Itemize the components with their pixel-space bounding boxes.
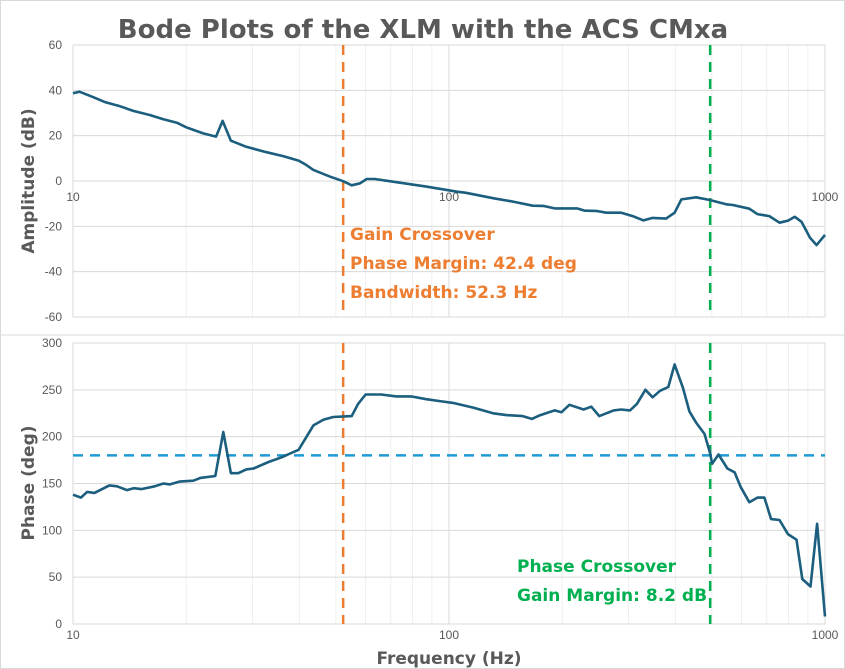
y-tick-label: 250: [42, 383, 62, 397]
y-tick-label: -40: [45, 265, 63, 279]
x-tick-label: 100: [439, 190, 459, 204]
y-tick-label: 300: [42, 336, 62, 350]
gain-margin-label: Gain Margin: 8.2 dB: [517, 586, 707, 606]
frequency-axis-label: Frequency (Hz): [376, 649, 521, 669]
phase-plot: 300 250 200 150 100 50 0 10 100 1000: [42, 336, 839, 642]
y-tick-label: -20: [45, 219, 63, 233]
phase-margin-label: Phase Margin: 42.4 deg: [350, 254, 577, 274]
y-tick-label: 60: [49, 38, 63, 52]
phase-axis-label: Phase (deg): [19, 425, 39, 540]
x-tick-label: 1000: [812, 628, 839, 642]
y-tick-label: 200: [42, 430, 62, 444]
y-tick-label: 40: [49, 83, 63, 97]
x-tick-label: 10: [66, 628, 80, 642]
bandwidth-label: Bandwidth: 52.3 Hz: [350, 283, 537, 303]
y-tick-label: 50: [49, 570, 63, 584]
y-tick-label: 20: [49, 129, 63, 143]
y-tick-label: -60: [45, 310, 63, 324]
y-tick-label: 0: [55, 617, 62, 631]
y-tick-label: 100: [42, 523, 62, 537]
phase-series-line: [72, 363, 827, 617]
chart-title: Bode Plots of the XLM with the ACS CMxa: [118, 15, 728, 45]
amplitude-axis-label: Amplitude (dB): [19, 108, 39, 253]
x-tick-label: 10: [66, 190, 80, 204]
y-tick-label: 0: [55, 174, 62, 188]
x-tick-label: 100: [439, 628, 459, 642]
x-tick-label: 1000: [812, 190, 839, 204]
y-tick-label: 150: [42, 477, 62, 491]
phase-crossover-label: Phase Crossover: [517, 557, 677, 577]
amplitude-plot: 60 40 20 0 -20 -40 -60 10 100 1000: [45, 38, 839, 324]
amplitude-series-line: [72, 90, 827, 247]
gain-crossover-label: Gain Crossover: [350, 225, 495, 245]
